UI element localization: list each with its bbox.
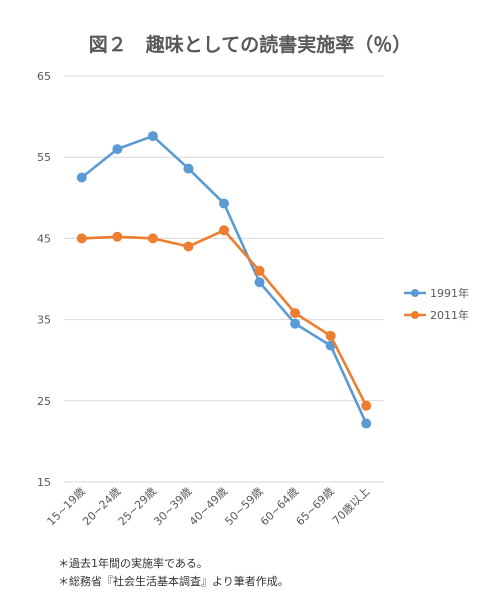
legend-swatch-marker — [411, 289, 419, 297]
footnote: ＊過去1年間の実施率である。 — [58, 557, 208, 570]
footnote: ＊総務省『社会生活基本調査』より筆者作成。 — [58, 575, 289, 588]
data-point — [147, 233, 158, 244]
y-tick-label: 45 — [37, 232, 51, 245]
x-tick-label: 15~19歳 — [45, 485, 88, 528]
data-point — [361, 400, 372, 411]
data-point — [254, 265, 265, 276]
y-tick-label: 65 — [37, 70, 51, 83]
series-line — [80, 134, 368, 425]
y-tick-label: 35 — [37, 314, 51, 327]
data-point — [76, 172, 87, 183]
data-point — [219, 225, 229, 236]
data-point — [183, 163, 194, 174]
legend-label: 2011年 — [430, 308, 469, 322]
legend-swatch-marker — [411, 311, 419, 319]
data-point — [254, 277, 265, 288]
x-tick-label: 50~59歳 — [222, 485, 265, 528]
data-point — [112, 231, 123, 242]
data-point — [361, 418, 372, 429]
x-tick-label: 40~49歳 — [187, 485, 230, 528]
x-tick-label: 60~64歳 — [258, 485, 301, 528]
y-tick-label: 15 — [37, 476, 51, 489]
x-tick-label: 25~29歳 — [116, 485, 159, 528]
series-line — [81, 228, 368, 407]
legend-label: 1991年 — [430, 286, 469, 300]
x-tick-label: 30~39歳 — [151, 485, 194, 528]
data-point — [76, 233, 87, 244]
y-tick-label: 25 — [37, 395, 51, 408]
x-tick-label: 65~69歳 — [293, 485, 336, 528]
x-tick-label: 20~24歳 — [80, 485, 123, 528]
chart-title: 図２ 趣味としての読書実施率（％） — [88, 34, 412, 56]
data-point — [183, 241, 194, 252]
y-tick-label: 55 — [37, 151, 51, 164]
data-point — [219, 198, 229, 209]
data-point — [147, 131, 158, 142]
data-point — [290, 308, 301, 319]
data-point — [112, 144, 123, 155]
footnotes: ＊過去1年間の実施率である。 ＊総務省『社会生活基本調査』より筆者作成。 — [58, 555, 289, 591]
data-point — [290, 318, 301, 329]
data-point — [325, 330, 336, 341]
x-tick-label: 70歳以上 — [330, 485, 372, 527]
